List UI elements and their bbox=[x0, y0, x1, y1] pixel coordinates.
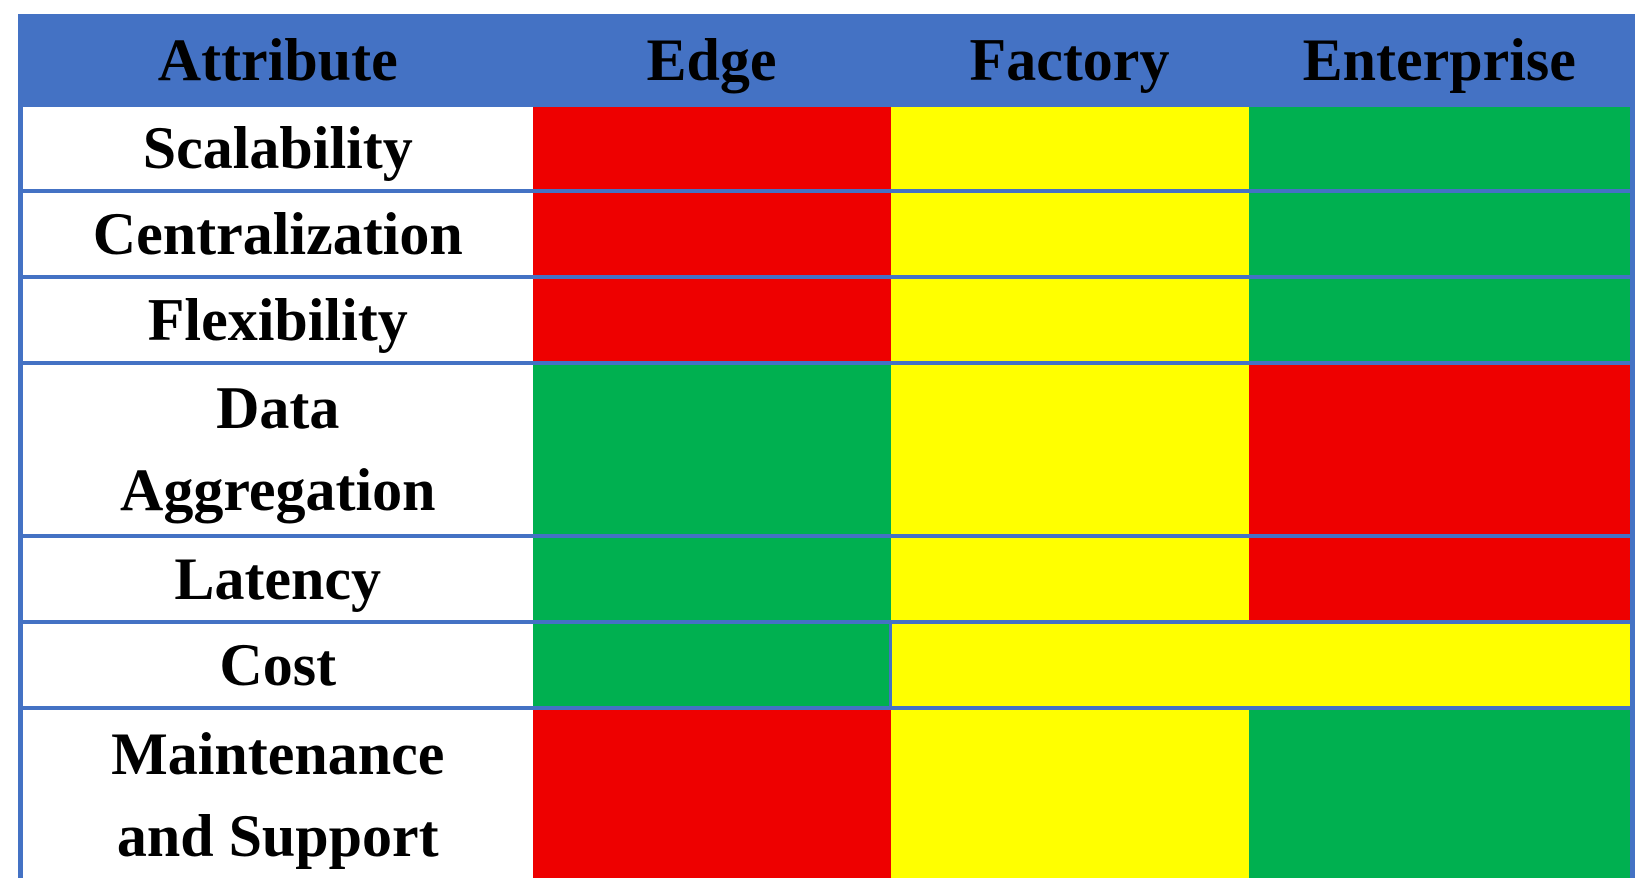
attribute-cell: Maintenance and Support bbox=[20, 705, 533, 878]
factory-status-cell bbox=[890, 274, 1249, 363]
attribute-label: Maintenance bbox=[111, 720, 445, 787]
table-row-flexibility: Flexibility bbox=[20, 274, 1633, 363]
attribute-label: Centralization bbox=[92, 200, 463, 267]
attribute-cell: Scalability bbox=[20, 102, 533, 191]
column-header-factory: Factory bbox=[890, 16, 1249, 105]
column-header-edge: Edge bbox=[532, 16, 891, 105]
table-row-latency: Latency bbox=[20, 533, 1633, 622]
attribute-label: Cost bbox=[219, 631, 337, 698]
table-row-scalability: Scalability bbox=[20, 102, 1633, 191]
table-row-cost: Cost bbox=[20, 619, 1633, 708]
attribute-cell: Flexibility bbox=[20, 274, 533, 363]
enterprise-status-cell bbox=[1248, 274, 1633, 363]
table-row-centralization: Centralization bbox=[20, 188, 1633, 277]
edge-status-cell bbox=[532, 188, 891, 277]
attribute-cell: Cost bbox=[20, 619, 533, 708]
enterprise-status-cell bbox=[1248, 360, 1633, 536]
attribute-label: Scalability bbox=[142, 114, 413, 181]
attribute-cell: Centralization bbox=[20, 188, 533, 277]
table-row-data-aggregation: Data Aggregation bbox=[20, 360, 1633, 536]
header-row: Attribute Edge Factory Enterprise bbox=[20, 16, 1633, 105]
edge-status-cell bbox=[532, 619, 891, 708]
edge-status-cell bbox=[532, 533, 891, 622]
attribute-label: Data bbox=[216, 375, 340, 441]
factory-status-cell bbox=[890, 188, 1249, 277]
column-header-attribute: Attribute bbox=[20, 16, 533, 105]
table-row-maintenance-and-support: Maintenance and Support bbox=[20, 705, 1633, 878]
edge-status-cell bbox=[532, 274, 891, 363]
attribute-label: and Support bbox=[116, 802, 439, 869]
attribute-cell: Latency bbox=[20, 533, 533, 622]
enterprise-status-cell bbox=[1248, 188, 1633, 277]
factory-status-cell bbox=[890, 102, 1249, 191]
factory-status-cell bbox=[890, 533, 1249, 622]
edge-status-cell bbox=[532, 360, 891, 536]
attribute-label: Latency bbox=[174, 545, 382, 612]
enterprise-status-cell bbox=[1248, 533, 1633, 622]
comparison-table: Attribute Edge Factory Enterprise Scalab… bbox=[18, 14, 1635, 878]
edge-status-cell bbox=[532, 705, 891, 878]
factory-status-cell bbox=[890, 360, 1249, 536]
factory-enterprise-merged-status-cell bbox=[889, 619, 1633, 708]
attribute-label: Flexibility bbox=[147, 286, 408, 353]
attribute-label: Aggregation bbox=[119, 457, 436, 523]
attribute-cell: Data Aggregation bbox=[20, 360, 533, 536]
enterprise-status-cell bbox=[1248, 705, 1633, 878]
factory-status-cell bbox=[890, 705, 1249, 878]
enterprise-status-cell bbox=[1248, 102, 1633, 191]
edge-status-cell bbox=[532, 102, 891, 191]
column-header-enterprise: Enterprise bbox=[1248, 16, 1633, 105]
